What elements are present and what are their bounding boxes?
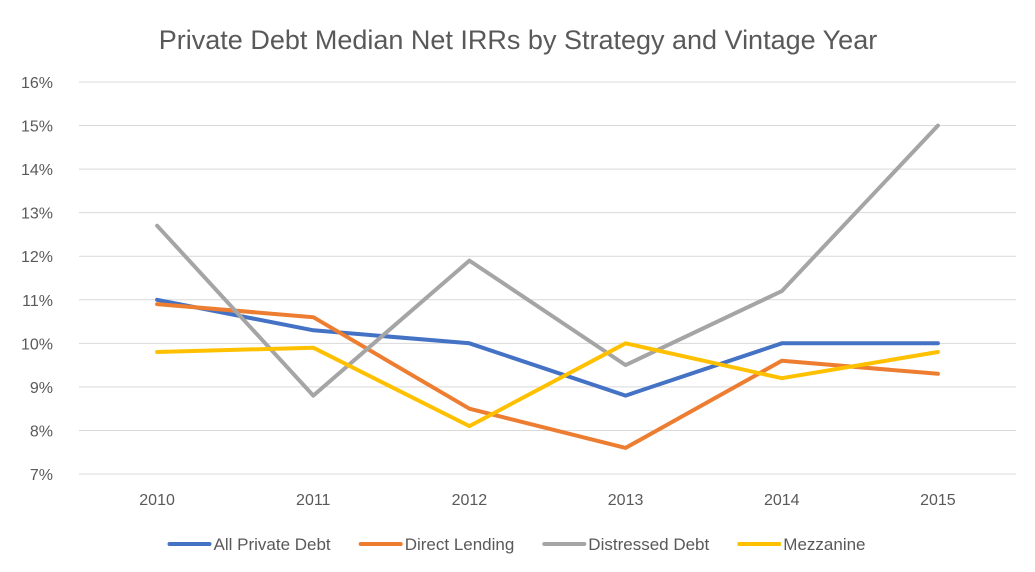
x-tick-label: 2013 bbox=[608, 492, 644, 509]
y-tick-label: 10% bbox=[21, 336, 53, 353]
legend-label: All Private Debt bbox=[214, 535, 331, 554]
legend-item: Direct Lending bbox=[358, 535, 515, 554]
series-line-all-private-debt bbox=[155, 297, 940, 398]
x-axis-ticks: 2010 2011 2012 2013 2014 2015 bbox=[139, 492, 956, 509]
y-axis-ticks: 7% 8% 9% 10% 11% 12% 13% 14% 15% 16% bbox=[21, 75, 53, 484]
y-tick-label: 16% bbox=[21, 75, 53, 92]
x-tick-label: 2014 bbox=[764, 492, 800, 509]
y-tick-label: 13% bbox=[21, 206, 53, 223]
legend-item: Distressed Debt bbox=[542, 535, 710, 554]
series-lines bbox=[155, 123, 940, 450]
y-tick-label: 11% bbox=[22, 293, 53, 310]
y-tick-label: 15% bbox=[21, 119, 53, 136]
legend-label: Mezzanine bbox=[783, 535, 865, 554]
legend-item: All Private Debt bbox=[167, 535, 331, 554]
legend-label: Direct Lending bbox=[405, 535, 515, 554]
x-tick-label: 2010 bbox=[139, 492, 175, 509]
y-tick-label: 12% bbox=[21, 249, 53, 266]
gridlines bbox=[79, 81, 1016, 475]
x-tick-label: 2012 bbox=[452, 492, 488, 509]
y-tick-label: 8% bbox=[30, 423, 53, 440]
x-tick-label: 2015 bbox=[920, 492, 956, 509]
series-line-mezzanine bbox=[155, 341, 940, 429]
legend-label: Distressed Debt bbox=[588, 535, 709, 554]
series-line-direct-lending bbox=[155, 302, 940, 450]
series-line-distressed-debt bbox=[155, 123, 940, 398]
x-tick-label: 2011 bbox=[296, 492, 331, 509]
legend: All Private Debt Direct Lending Distressed… bbox=[167, 535, 866, 554]
legend-item: Mezzanine bbox=[737, 535, 866, 554]
y-tick-label: 9% bbox=[30, 380, 53, 397]
y-tick-label: 14% bbox=[21, 162, 53, 179]
chart-title: Private Debt Median Net IRRs by Strategy… bbox=[159, 25, 877, 55]
y-tick-label: 7% bbox=[30, 467, 53, 484]
